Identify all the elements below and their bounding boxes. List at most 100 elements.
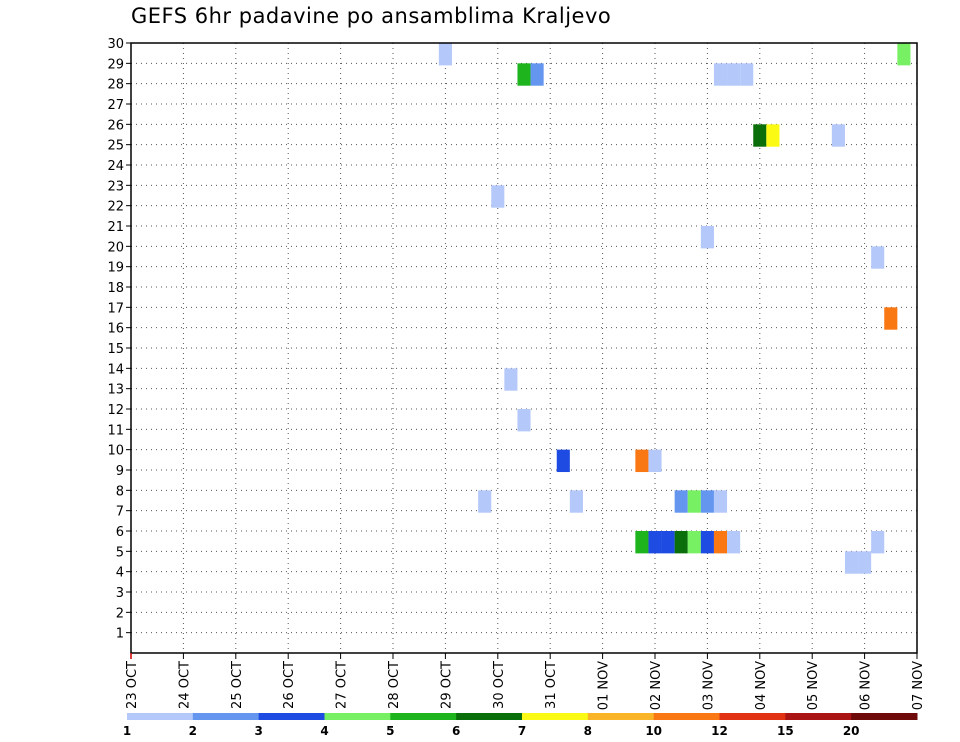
colorbar-segment [127, 713, 194, 720]
colorbar-label: 3 [254, 724, 262, 738]
y-tick-label: 30 [107, 37, 124, 52]
precip-cell [530, 63, 544, 86]
x-tick-label: 25 OCT [230, 661, 245, 709]
precip-cell [831, 124, 845, 147]
y-tick-label: 23 [107, 179, 124, 194]
y-tick-label: 16 [107, 322, 124, 337]
x-tick-label: 30 OCT [492, 661, 507, 709]
y-tick-label: 1 [116, 627, 124, 642]
precip-cell [504, 368, 518, 391]
colorbar-label: 6 [452, 724, 460, 738]
precip-cell [858, 551, 872, 574]
colorbar-label: 7 [518, 724, 526, 738]
colorbar-label: 1 [123, 724, 131, 738]
colorbar-segment [851, 713, 918, 720]
colorbar-segment [719, 713, 786, 720]
precip-cell [897, 43, 911, 66]
colorbar-segment [587, 713, 655, 720]
y-tick-label: 15 [107, 342, 124, 357]
y-tick-label: 14 [107, 362, 124, 377]
y-tick-label: 10 [107, 444, 124, 459]
precip-cell [871, 531, 885, 554]
x-tick-label: 23 OCT [125, 661, 140, 709]
precip-cell [884, 307, 898, 330]
precip-cell [713, 63, 728, 86]
y-tick-label: 19 [107, 261, 124, 276]
colorbar-segment [456, 713, 523, 720]
y-tick-label: 12 [107, 403, 124, 418]
colorbar-segment [653, 713, 720, 720]
x-tick-label: 27 OCT [335, 661, 350, 709]
precip-cell [635, 531, 649, 554]
y-tick-label: 27 [107, 98, 124, 113]
y-tick-label: 11 [107, 423, 124, 438]
precip-cell [753, 124, 767, 147]
precip-cell [687, 531, 701, 554]
precip-cell [517, 409, 531, 432]
colorbar-label: 12 [711, 724, 728, 738]
x-tick-label: 26 OCT [282, 661, 297, 709]
x-tick-label: 07 NOV [911, 661, 926, 710]
precip-cell [648, 449, 662, 473]
precip-cell [700, 531, 714, 554]
y-tick-label: 24 [107, 159, 124, 174]
y-tick-label: 3 [116, 586, 124, 601]
precip-cell [713, 531, 728, 554]
x-tick-label: 05 NOV [806, 661, 821, 710]
precip-cell [648, 531, 662, 554]
colorbar-segment [522, 713, 589, 720]
colorbar-segment [785, 713, 852, 720]
x-tick-label: 24 OCT [177, 661, 192, 709]
precip-cell [438, 43, 452, 66]
y-tick-label: 7 [116, 505, 124, 520]
y-tick-label: 8 [116, 484, 124, 499]
x-tick-label: 29 OCT [439, 661, 454, 709]
precip-cell [700, 490, 714, 513]
precip-cell [556, 449, 570, 473]
precip-cell [713, 490, 728, 513]
y-tick-label: 25 [107, 139, 124, 154]
precip-cell [844, 551, 859, 574]
y-tick-label: 9 [116, 464, 124, 479]
colorbar-segment [324, 713, 391, 720]
y-tick-label: 17 [107, 301, 124, 316]
precip-cell [569, 490, 583, 513]
y-tick-label: 22 [107, 200, 124, 215]
y-tick-label: 26 [107, 118, 124, 133]
y-tick-label: 18 [107, 281, 124, 296]
precip-cell [766, 124, 780, 147]
precip-cell [700, 226, 714, 249]
y-tick-label: 29 [107, 57, 124, 72]
x-tick-label: 02 NOV [649, 661, 664, 710]
colorbar-label: 10 [645, 724, 662, 738]
plot-frame [130, 42, 918, 654]
y-tick-label: 28 [107, 78, 124, 93]
x-tick-label: 31 OCT [544, 661, 559, 709]
y-tick-label: 4 [116, 566, 124, 581]
x-tick-label: 28 OCT [387, 661, 402, 709]
y-tick-label: 6 [116, 525, 124, 540]
colorbar-label: 5 [386, 724, 394, 738]
precip-cell [740, 63, 754, 86]
precip-cell [478, 490, 492, 513]
precip-cell [674, 531, 688, 554]
colorbar-label: 15 [777, 724, 794, 738]
precip-cell [661, 531, 675, 554]
colorbar-segment [390, 713, 457, 720]
precip-cell [727, 63, 741, 86]
colorbar-label: 8 [584, 724, 592, 738]
colorbar-segment [192, 713, 260, 720]
x-tick-label: 01 NOV [597, 661, 612, 710]
precip-cell [727, 531, 741, 554]
x-tick-label: 03 NOV [701, 661, 716, 710]
precip-cell [635, 449, 649, 473]
precip-cell [674, 490, 688, 513]
precip-cell [687, 490, 701, 513]
chart-title: GEFS 6hr padavine po ansamblima Kraljevo [131, 4, 612, 28]
x-tick-label: 04 NOV [754, 661, 769, 710]
colorbar-label: 4 [320, 724, 328, 738]
y-tick-label: 21 [107, 220, 124, 235]
colorbar-label: 20 [843, 724, 860, 738]
precip-cell [871, 246, 885, 269]
